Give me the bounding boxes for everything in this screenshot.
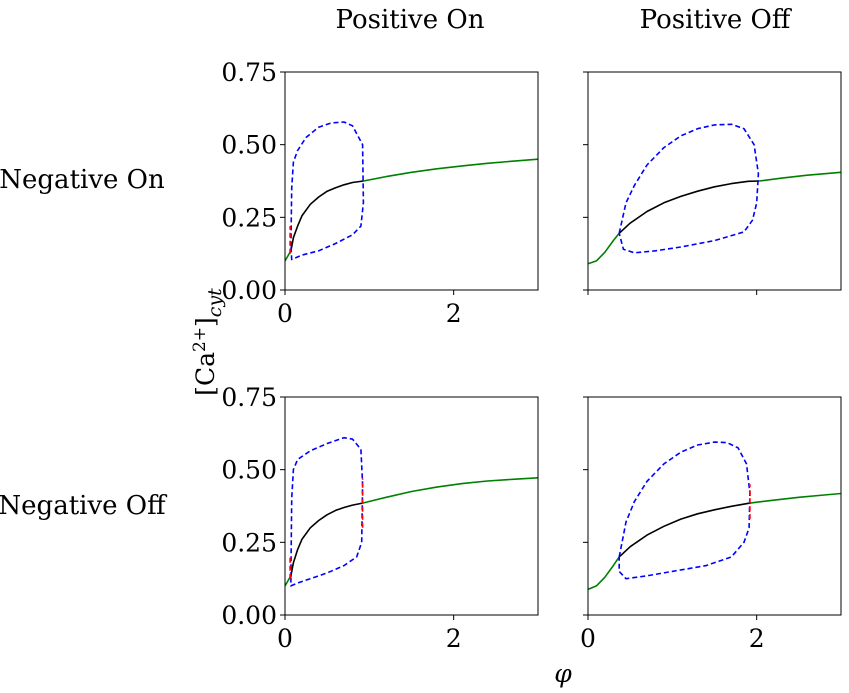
y-axis-label: [Ca2+]cyt [190,288,226,396]
panel-3: 0 2 0.00 0.25 0.50 0.75 [221,383,539,653]
series-line-3 [618,502,751,558]
y-tick-label: 0.00 [221,276,277,305]
y-tick-label: 0.00 [221,601,277,630]
series-line-2 [363,158,538,182]
series-line-2 [759,171,841,182]
x-tick-label: 2 [446,624,462,653]
column-title-positive-on: Positive On [336,5,485,35]
plot-frame [587,396,842,616]
y-axis-label-sup: 2+ [190,327,210,352]
panel-2 [583,71,842,295]
y-tick-label: 0.25 [221,203,277,232]
series-line-4 [618,441,751,580]
y-tick-label: 0.50 [221,456,277,485]
column-title-positive-off: Positive Off [640,5,793,35]
series-group [285,436,538,587]
plot-frame [284,396,539,616]
series-group [285,121,538,262]
y-tick-label: 0.50 [221,131,277,160]
y-tick-label: 0.75 [221,383,277,412]
series-group [588,123,841,265]
series-line-3 [618,180,760,234]
series-line-2 [749,492,841,504]
y-tick-label: 0.75 [221,58,277,87]
series-line-1 [588,556,620,591]
series-line-4 [618,123,760,254]
row-title-negative-off: Negative Off [0,491,168,521]
series-line-3 [290,502,363,576]
series-line-2 [362,477,538,504]
x-axis-label: φ [554,659,572,688]
plot-frame [587,71,842,291]
plot-frame [284,71,539,291]
y-tick-label: 0.25 [221,528,277,557]
y-axis-label-main: [Ca [191,352,220,396]
series-line-1 [588,232,620,265]
series-line-3 [290,180,364,251]
x-tick-label: 2 [749,624,765,653]
x-tick-label: 0 [277,299,293,328]
x-tick-label: 0 [277,624,293,653]
series-line-4 [290,436,364,587]
x-tick-label: 2 [446,299,462,328]
series-group [588,441,841,591]
panels: 0 20.000.250.500.750 20.000.250.500.750 2 [221,58,842,653]
panel-1: 0 2 0.00 0.25 0.50 0.75 [221,58,539,328]
y-axis-label-close: ] [191,317,220,327]
y-axis-label-sub: cyt [204,288,226,317]
row-title-negative-on: Negative On [0,165,165,195]
x-tick-label: 0 [580,624,596,653]
